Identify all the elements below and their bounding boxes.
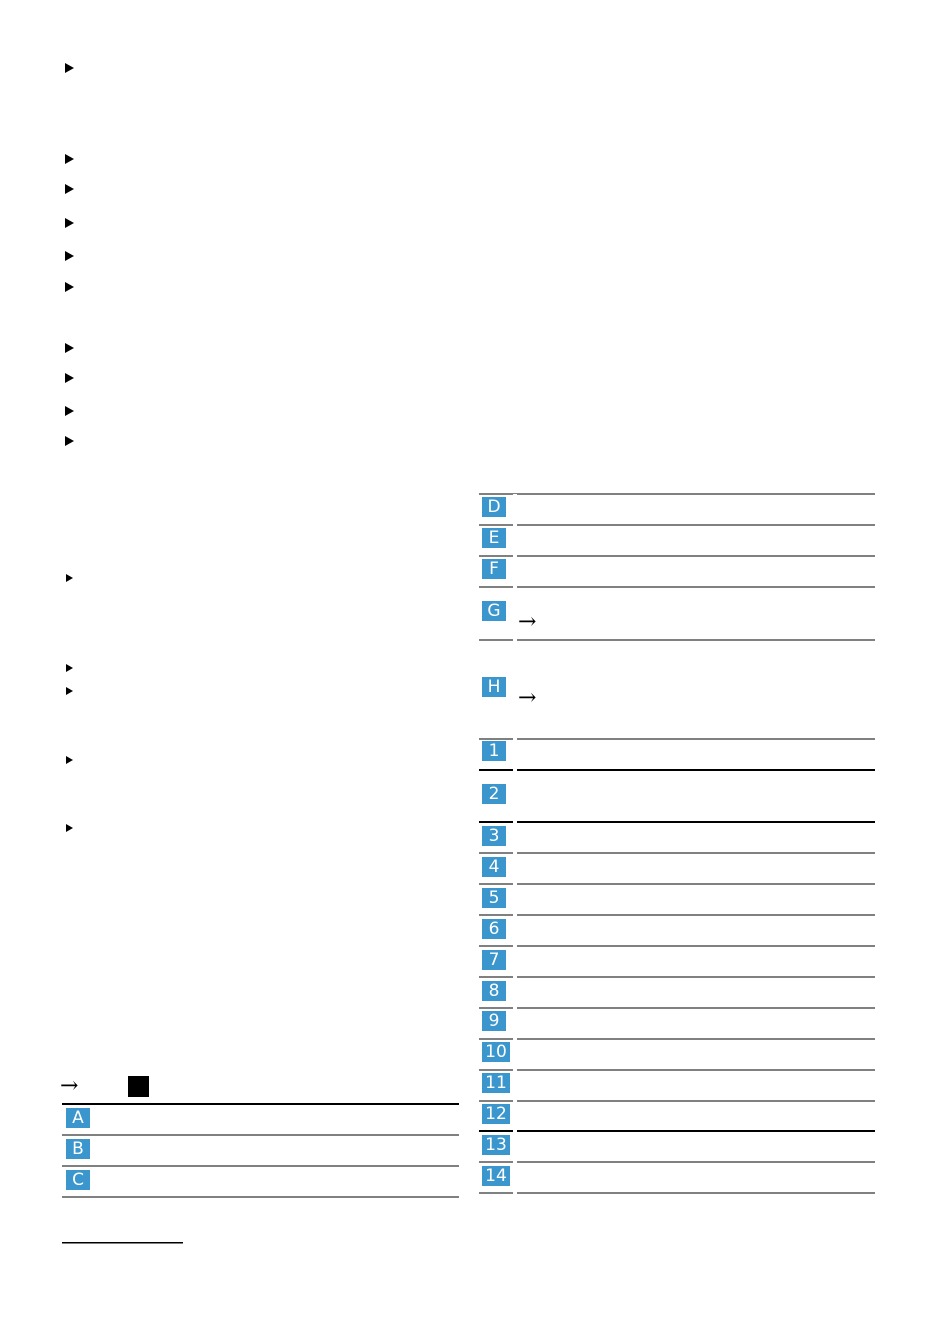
label-box	[482, 559, 506, 579]
rule	[479, 1130, 875, 1132]
label: 13	[485, 1135, 507, 1155]
label-box	[482, 888, 506, 908]
rule	[479, 738, 875, 740]
rule	[479, 769, 875, 771]
rule	[479, 1161, 875, 1163]
label-box	[482, 1135, 510, 1155]
label-box	[482, 1011, 506, 1031]
label-box	[482, 950, 506, 970]
label: 14	[485, 1166, 507, 1186]
label: D	[487, 497, 500, 517]
label: H	[488, 677, 501, 697]
label-box	[482, 1166, 510, 1186]
rule	[479, 1100, 875, 1102]
rule	[479, 1192, 875, 1194]
label-box	[66, 1139, 90, 1159]
label: B	[72, 1139, 84, 1159]
label: 7	[489, 950, 500, 970]
column-gap	[513, 494, 517, 1194]
rule	[479, 639, 875, 641]
rule	[479, 976, 875, 978]
label: 2	[489, 784, 500, 804]
bullets	[65, 63, 74, 832]
rule	[62, 1196, 459, 1198]
rule	[479, 493, 875, 495]
label: A	[72, 1108, 84, 1128]
label-box	[482, 1042, 510, 1062]
black-square	[128, 1076, 149, 1097]
label-box	[482, 826, 506, 846]
rule	[62, 1103, 459, 1105]
footnote-rule	[62, 1242, 183, 1244]
label: 4	[489, 857, 500, 877]
label: F	[489, 559, 499, 579]
label: 11	[485, 1073, 507, 1093]
label-box	[482, 497, 506, 517]
rule	[479, 883, 875, 885]
label-box	[66, 1170, 90, 1190]
rule	[479, 821, 875, 823]
label-box	[482, 1073, 510, 1093]
rule	[62, 1134, 459, 1136]
label-box	[482, 528, 506, 548]
rule	[479, 1069, 875, 1071]
rule	[479, 524, 875, 526]
label: 6	[489, 919, 500, 939]
label: 10	[485, 1042, 507, 1062]
rule	[62, 1165, 459, 1167]
label: E	[489, 528, 500, 548]
label: 8	[489, 981, 500, 1001]
rule	[479, 1007, 875, 1009]
label: 3	[489, 826, 500, 846]
label-box	[482, 601, 506, 621]
label: G	[487, 601, 500, 621]
label: 5	[489, 888, 500, 908]
rule	[479, 852, 875, 854]
arrow: →	[518, 686, 536, 711]
label-box	[482, 677, 506, 697]
label-box	[482, 1104, 510, 1124]
label: 9	[489, 1011, 500, 1031]
rule	[479, 1038, 875, 1040]
rule	[479, 586, 875, 588]
rule	[479, 945, 875, 947]
label: 1	[489, 741, 500, 761]
arrow: →	[60, 1074, 78, 1099]
label-box	[66, 1108, 90, 1128]
rule	[479, 555, 875, 557]
label-box	[482, 857, 506, 877]
arrow: →	[518, 610, 536, 635]
label-box	[482, 741, 506, 761]
label-box	[482, 784, 506, 804]
label: 12	[485, 1104, 507, 1124]
label: C	[72, 1170, 84, 1190]
rule	[479, 914, 875, 916]
label-box	[482, 981, 506, 1001]
label-box	[482, 919, 506, 939]
